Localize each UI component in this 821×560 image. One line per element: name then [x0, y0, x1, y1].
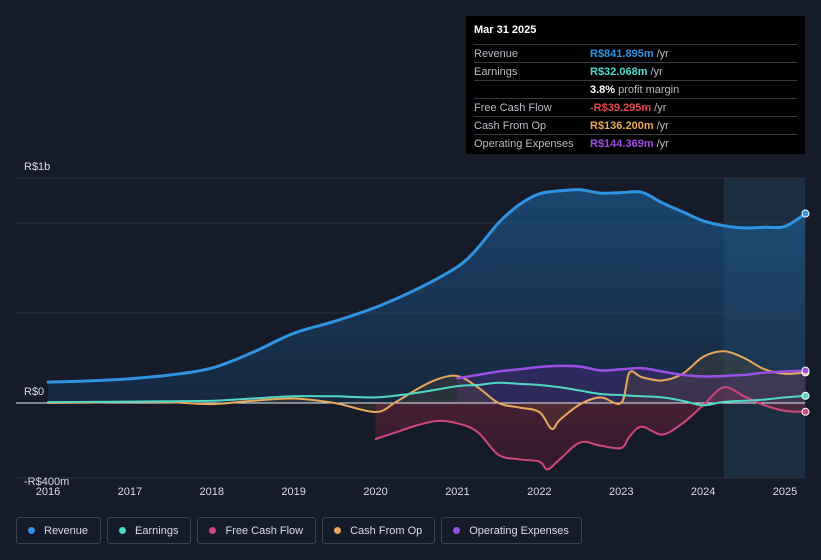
free-cash-flow-end-point — [801, 407, 810, 416]
legend-label: Operating Expenses — [469, 524, 569, 537]
x-tick-label: 2019 — [281, 486, 305, 498]
tooltip-value: R$144.369m — [590, 137, 654, 150]
x-tick-label: 2017 — [118, 486, 142, 498]
earnings-line — [47, 381, 807, 407]
tooltip-row: Free Cash Flow -R$39.295m/yr — [474, 98, 797, 116]
tooltip-label: Cash From Op — [474, 119, 547, 132]
legend-item-operating-expenses[interactable]: Operating Expenses — [441, 517, 582, 544]
legend-item-free-cash-flow[interactable]: Free Cash Flow — [197, 517, 317, 544]
tooltip-value: 3.8% — [590, 83, 616, 96]
y-tick-label: R$0 — [24, 386, 44, 398]
x-tick-label: 2018 — [200, 486, 224, 498]
tooltip-row: 3.8% profit margin — [474, 80, 797, 98]
legend-label: Cash From Op — [350, 524, 423, 537]
revenue-line — [46, 188, 807, 384]
legend-label: Earnings — [135, 524, 179, 537]
tooltip-unit: profit margin — [618, 83, 680, 96]
operating-expenses-line — [456, 364, 807, 380]
legend-dot-icon — [453, 527, 461, 534]
tooltip-unit: /yr — [656, 47, 669, 60]
cash-from-op-line — [47, 350, 807, 431]
tooltip-unit: /yr — [656, 119, 669, 132]
legend-label: Revenue — [44, 524, 89, 537]
legend-dot-icon — [28, 527, 35, 534]
legend-dot-icon — [334, 527, 342, 534]
tooltip-row: Cash From Op R$136.200m/yr — [474, 116, 797, 134]
tooltip-value: R$32.068m — [590, 65, 648, 78]
cash-from-op-area — [48, 351, 806, 430]
tooltip-label: Revenue — [474, 47, 519, 60]
y-tick-label: R$1b — [24, 161, 50, 173]
legend-item-cash-from-op[interactable]: Cash From Op — [322, 517, 436, 544]
x-tick-label: 2021 — [445, 486, 469, 498]
free-cash-flow-line — [374, 386, 807, 471]
legend-item-revenue[interactable]: Revenue — [16, 517, 102, 544]
legend-dot-icon — [119, 527, 127, 534]
tooltip-panel: Mar 31 2025 Revenue R$841.895m/yr Earnings… — [466, 16, 805, 154]
legend-dot-icon — [209, 527, 217, 534]
tooltip-value: R$136.200m — [590, 119, 654, 132]
x-tick-label: 2022 — [527, 486, 551, 498]
legend-item-earnings[interactable]: Earnings — [107, 517, 192, 544]
tooltip-date: Mar 31 2025 — [474, 24, 537, 36]
revenue-area — [48, 189, 806, 403]
operating-expenses-area — [457, 365, 806, 403]
tooltip-unit: /yr — [650, 65, 663, 78]
tooltip-unit: /yr — [654, 101, 667, 114]
legend: Revenue Earnings Free Cash Flow Cash From O… — [16, 517, 582, 544]
legend-label: Free Cash Flow — [225, 524, 304, 537]
tooltip-row: Earnings R$32.068m/yr — [474, 62, 797, 80]
tooltip-label: Free Cash Flow — [474, 101, 552, 114]
x-tick-label: 2020 — [363, 486, 387, 498]
tooltip-row: Operating Expenses R$144.369m/yr — [474, 134, 797, 152]
tooltip-row: Revenue R$841.895m/yr — [474, 44, 797, 62]
tooltip-unit: /yr — [656, 137, 669, 150]
x-tick-label: 2025 — [773, 486, 797, 498]
x-tick-label: 2023 — [609, 486, 633, 498]
tooltip-label: Operating Expenses — [474, 137, 574, 150]
y-tick-label: -R$400m — [24, 476, 69, 488]
free-cash-flow-area — [375, 387, 806, 470]
tooltip-value: R$841.895m — [590, 47, 654, 60]
revenue-end-point — [801, 209, 810, 218]
tooltip-label: Earnings — [474, 65, 518, 78]
tooltip-value: -R$39.295m — [590, 101, 652, 114]
x-tick-label: 2024 — [691, 486, 715, 498]
operating-expenses-end-point — [801, 366, 810, 375]
x-tick-label: 2016 — [36, 486, 60, 498]
earnings-end-point — [801, 391, 810, 400]
